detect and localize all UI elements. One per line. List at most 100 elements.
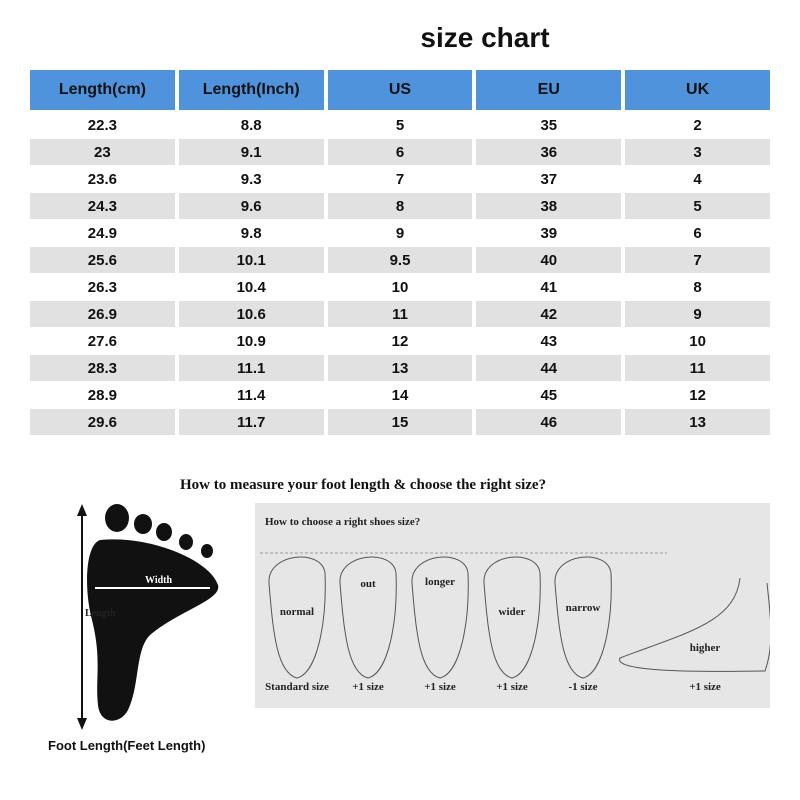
- foot-measure-illustration: Width Length: [40, 500, 250, 755]
- table-cell: 13: [625, 409, 770, 436]
- page-title: size chart: [420, 22, 550, 53]
- table-cell: 26.3: [30, 274, 175, 301]
- table-cell: 9.3: [178, 166, 324, 193]
- foot-side-outline-icon: [619, 577, 772, 672]
- header-cell: US: [327, 70, 473, 111]
- table-cell: 12: [327, 328, 473, 355]
- foot-outline-icon: [483, 556, 541, 679]
- measure-heading: How to measure your foot length & choose…: [180, 477, 547, 493]
- table-cell: 39: [476, 220, 622, 247]
- table-cell: 44: [476, 355, 622, 382]
- table-row: 26.3 10.4 10 41 8: [30, 274, 770, 301]
- choose-heading: How to choose a right shoes size?: [265, 516, 420, 528]
- table-cell: 2: [625, 112, 770, 139]
- table-row: 23 9.1 6 36 3: [30, 139, 770, 166]
- table-row: 27.6 10.9 12 43 10: [30, 328, 770, 355]
- table-row: 22.3 8.8 5 35 2: [30, 112, 770, 139]
- foot-silhouette-icon: [87, 504, 219, 721]
- table-cell: 35: [476, 112, 622, 139]
- table-cell: 28.3: [30, 355, 175, 382]
- size-table: Length(cm) Length(Inch) US EU UK 22.3 8.8…: [30, 70, 770, 436]
- table-cell: 24.3: [30, 193, 175, 220]
- table-cell: 43: [476, 328, 622, 355]
- table-cell: 3: [625, 139, 770, 166]
- table-cell: 27.6: [30, 328, 175, 355]
- foot-outline-icon: [268, 556, 326, 679]
- table-cell: 6: [625, 220, 770, 247]
- size-adjust-label: +1 size: [689, 681, 721, 693]
- choose-size-panel: How to choose a right shoes size? normal…: [255, 503, 772, 708]
- foot-outline-icon: [554, 556, 612, 679]
- foot-outline-icon: [411, 556, 469, 679]
- table-cell: 46: [476, 409, 622, 436]
- header-cell: EU: [476, 70, 622, 111]
- table-cell: 28.9: [30, 382, 175, 409]
- table-cell: 38: [476, 193, 622, 220]
- table-cell: 8.8: [178, 112, 324, 139]
- table-cell: 9.5: [327, 247, 473, 274]
- table-cell: 26.9: [30, 301, 175, 328]
- table-cell: 5: [327, 112, 473, 139]
- size-adjust-label: -1 size: [568, 681, 597, 693]
- table-cell: 9.8: [178, 220, 324, 247]
- size-adjust-label: Standard size: [265, 681, 329, 693]
- table-row: 29.6 11.7 15 46 13: [30, 409, 770, 436]
- width-label: Width: [145, 575, 172, 586]
- table-cell: 10.6: [178, 301, 324, 328]
- table-cell: 45: [476, 382, 622, 409]
- table-cell: 11.7: [178, 409, 324, 436]
- size-adjust-label: +1 size: [496, 681, 528, 693]
- table-cell: 4: [625, 166, 770, 193]
- header-cell: Length(cm): [30, 70, 175, 111]
- table-cell: 9: [327, 220, 473, 247]
- table-cell: 8: [327, 193, 473, 220]
- foot-label: out: [360, 578, 376, 590]
- table-cell: 10.4: [178, 274, 324, 301]
- table-row: 24.9 9.8 9 39 6: [30, 220, 770, 247]
- table-cell: 22.3: [30, 112, 175, 139]
- table-cell: 5: [625, 193, 770, 220]
- table-cell: 24.9: [30, 220, 175, 247]
- table-cell: 23.6: [30, 166, 175, 193]
- table-row: 24.3 9.6 8 38 5: [30, 193, 770, 220]
- table-cell: 10: [327, 274, 473, 301]
- table-cell: 9: [625, 301, 770, 328]
- table-cell: 9.1: [178, 139, 324, 166]
- table-row: 26.9 10.6 11 42 9: [30, 301, 770, 328]
- table-cell: 15: [327, 409, 473, 436]
- foot-label: wider: [499, 606, 526, 618]
- table-cell: 13: [327, 355, 473, 382]
- table-cell: 7: [327, 166, 473, 193]
- foot-length-caption: Foot Length(Feet Length): [48, 738, 206, 753]
- table-cell: 11.4: [178, 382, 324, 409]
- table-header: Length(cm) Length(Inch) US EU UK: [30, 70, 770, 111]
- table-row: 23.6 9.3 7 37 4: [30, 166, 770, 193]
- foot-label: higher: [690, 642, 721, 654]
- table-cell: 36: [476, 139, 622, 166]
- table-cell: 23: [30, 139, 175, 166]
- table-cell: 10.9: [178, 328, 324, 355]
- foot-label: normal: [280, 606, 314, 618]
- table-cell: 12: [625, 382, 770, 409]
- table-cell: 10: [625, 328, 770, 355]
- foot-label: longer: [425, 576, 455, 588]
- header-cell: Length(Inch): [178, 70, 324, 111]
- header-cell: UK: [625, 70, 770, 111]
- table-cell: 7: [625, 247, 770, 274]
- table-cell: 42: [476, 301, 622, 328]
- table-cell: 11: [327, 301, 473, 328]
- table-cell: 41: [476, 274, 622, 301]
- size-adjust-label: +1 size: [352, 681, 384, 693]
- table-cell: 29.6: [30, 409, 175, 436]
- table-cell: 11.1: [178, 355, 324, 382]
- table-cell: 25.6: [30, 247, 175, 274]
- table-cell: 8: [625, 274, 770, 301]
- table-cell: 9.6: [178, 193, 324, 220]
- table-row: 28.3 11.1 13 44 11: [30, 355, 770, 382]
- table-row: 25.6 10.1 9.5 40 7: [30, 247, 770, 274]
- table-cell: 40: [476, 247, 622, 274]
- length-label: Length: [85, 608, 116, 619]
- table-cell: 14: [327, 382, 473, 409]
- foot-outline-icon: [339, 556, 397, 679]
- foot-label: narrow: [566, 602, 601, 614]
